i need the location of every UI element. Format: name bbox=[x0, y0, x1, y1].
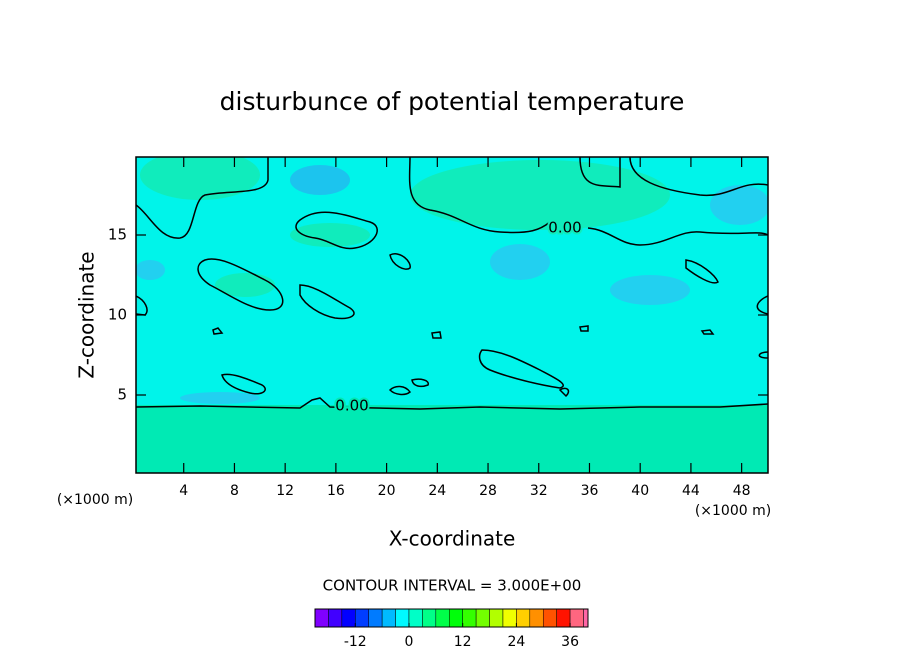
x-tick-label: 36 bbox=[581, 483, 599, 499]
colorbar-bin bbox=[516, 608, 531, 628]
colorbar-bin bbox=[583, 608, 589, 628]
colorbar-bin bbox=[489, 608, 504, 628]
x-tick-label: 24 bbox=[428, 483, 446, 499]
x-tick-label: 20 bbox=[378, 483, 396, 499]
field bbox=[136, 157, 768, 473]
chart-title: disturbunce of potential temperature bbox=[220, 87, 685, 116]
colorbar-bin bbox=[449, 608, 463, 628]
colorbar-bin bbox=[462, 608, 477, 628]
colorbar-bin bbox=[314, 608, 329, 628]
x-tick-label: 32 bbox=[530, 483, 548, 499]
colorbar-bin bbox=[529, 608, 544, 628]
x-tick-label: 48 bbox=[733, 483, 751, 499]
x-tick-label: 16 bbox=[327, 483, 345, 499]
colorbar-frame bbox=[314, 608, 589, 628]
colorbar-tick-label: 24 bbox=[507, 634, 525, 650]
colorbar-bin bbox=[422, 608, 437, 628]
colorbar-tick-label: 0 bbox=[405, 634, 414, 650]
y-tick-label: 10 bbox=[108, 306, 127, 324]
colorbar-bin bbox=[328, 608, 343, 628]
colorbar-tick-label: -12 bbox=[344, 634, 367, 650]
colorbar-tick-label: 12 bbox=[454, 634, 472, 650]
colorbar-bin bbox=[395, 608, 410, 628]
colorbar-tick-label: 36 bbox=[561, 634, 579, 650]
colorbar-bin bbox=[341, 608, 356, 628]
colorbar-bin bbox=[502, 608, 517, 628]
colorbar-bin bbox=[408, 608, 423, 628]
y-axis-label: Z-coordinate bbox=[75, 251, 99, 378]
colorbar-bin bbox=[381, 608, 396, 628]
contour-label: 0.00 bbox=[548, 219, 581, 237]
colorbar-bin bbox=[542, 608, 557, 628]
x-unit: (×1000 m) bbox=[695, 503, 771, 519]
x-tick-label: 44 bbox=[682, 483, 700, 499]
colorbar-bin bbox=[435, 608, 450, 628]
x-tick-label: 4 bbox=[179, 483, 188, 499]
colorbar-bin bbox=[569, 608, 584, 628]
x-axis-label: X-coordinate bbox=[389, 527, 516, 551]
x-tick-label: 12 bbox=[276, 483, 294, 499]
y-tick-label: 15 bbox=[108, 226, 127, 244]
contour-label: 0.00 bbox=[335, 397, 368, 415]
colorbar-bin bbox=[556, 608, 571, 628]
x-tick-label: 28 bbox=[479, 483, 497, 499]
contour-interval: CONTOUR INTERVAL = 3.000E+00 bbox=[323, 577, 582, 595]
colorbar-bin bbox=[475, 608, 490, 628]
y-tick-label: 5 bbox=[117, 386, 127, 404]
x-tick-label: 8 bbox=[230, 483, 239, 499]
y-unit: (×1000 m) bbox=[57, 492, 133, 508]
contour-lines bbox=[136, 157, 768, 410]
colorbar-bin bbox=[368, 608, 383, 628]
x-tick-label: 40 bbox=[631, 483, 649, 499]
colorbar-bin bbox=[355, 608, 369, 628]
